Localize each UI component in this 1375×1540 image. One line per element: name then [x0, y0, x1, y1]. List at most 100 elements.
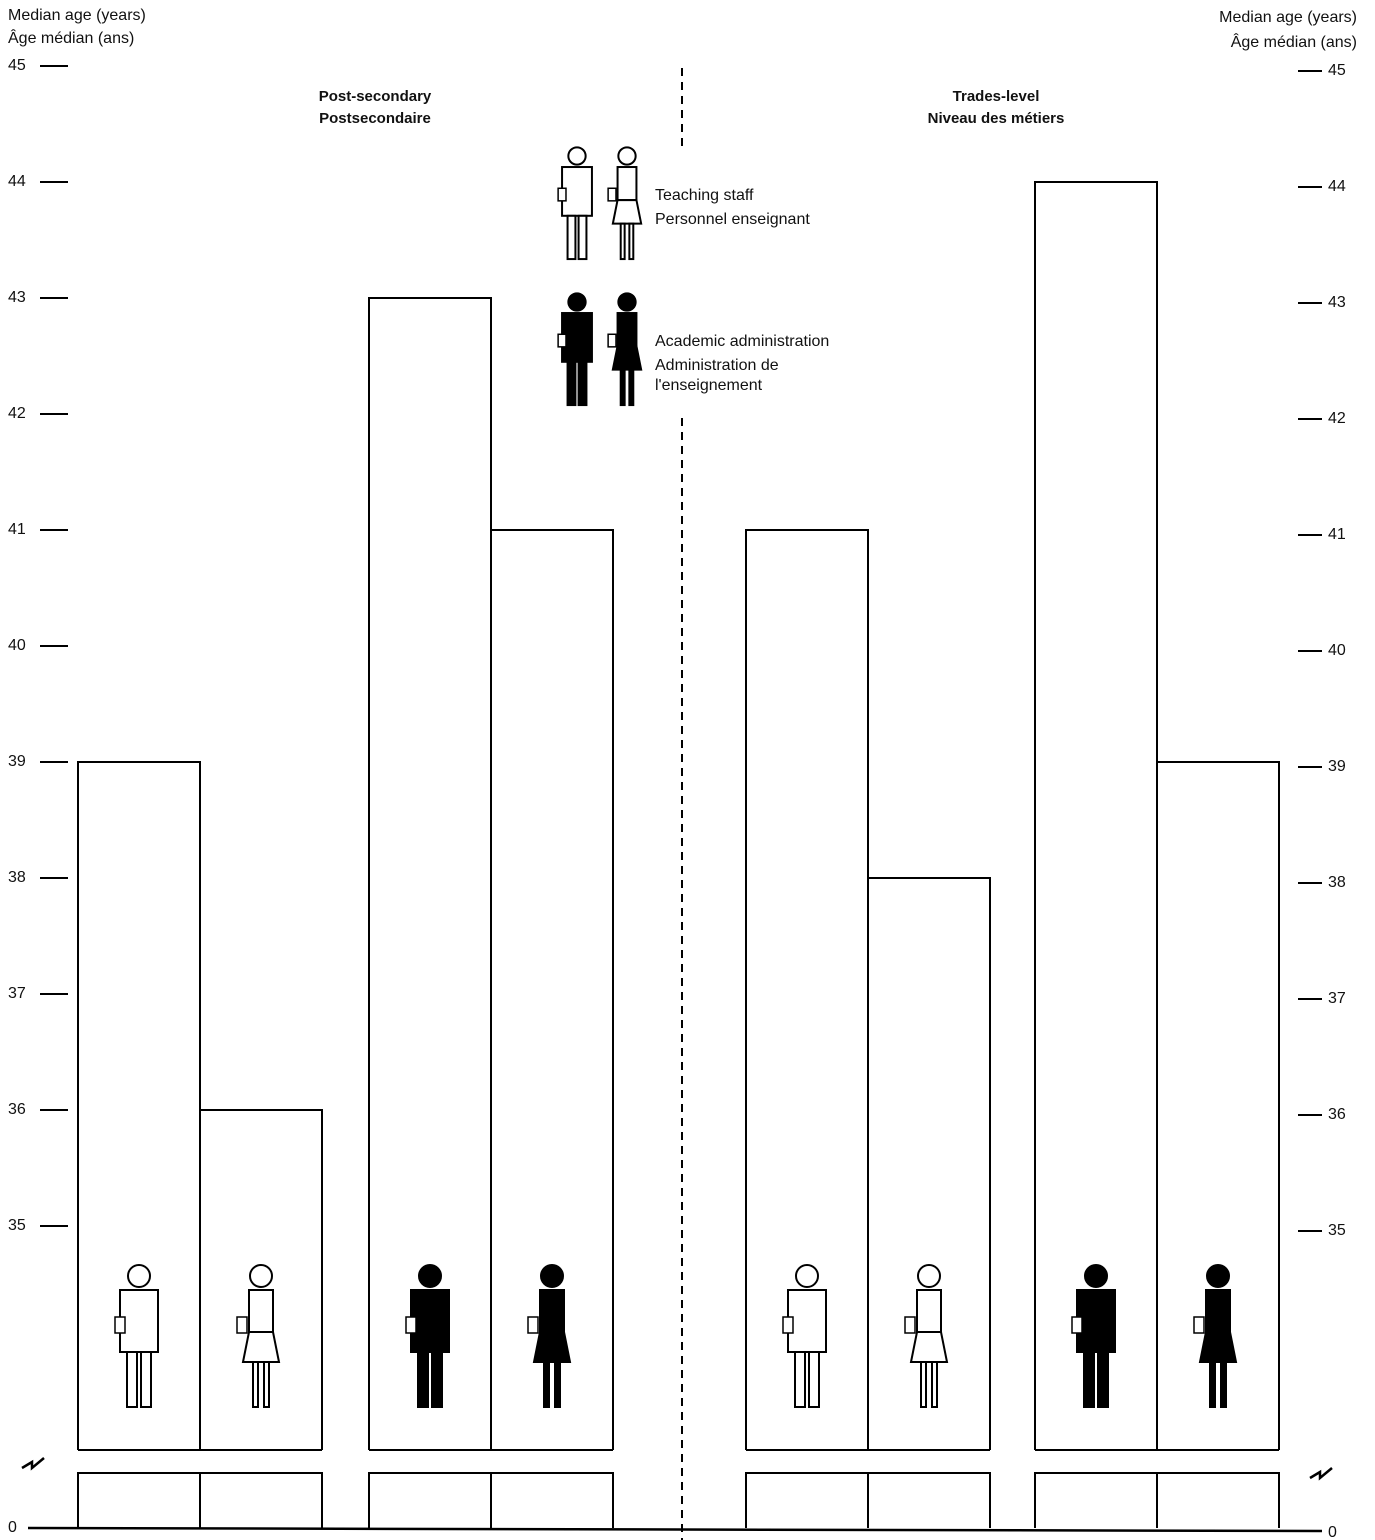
legend-label: Academic administration — [655, 333, 829, 350]
bar-stub — [745, 1472, 869, 1528]
pictogram — [417, 1351, 429, 1408]
pictogram — [127, 1264, 151, 1288]
pictogram — [543, 1361, 550, 1408]
y-tick-label: 41 — [1328, 526, 1346, 543]
group-title: Post-secondary — [319, 88, 432, 105]
y-label: Âge médian (ans) — [8, 28, 134, 47]
pictogram — [607, 187, 617, 202]
pictogram — [808, 1351, 820, 1408]
pictogram — [114, 1316, 126, 1334]
group-title: Niveau des métiers — [928, 110, 1065, 127]
pictogram — [249, 1264, 273, 1288]
y-tick-label: 39 — [1328, 758, 1346, 775]
bar — [1156, 761, 1280, 1450]
pictogram — [566, 214, 577, 261]
bar — [77, 761, 201, 1450]
pictogram — [628, 222, 635, 261]
zero-line — [27, 1526, 1323, 1533]
bar-stub — [1156, 1472, 1280, 1528]
pictogram — [1205, 1289, 1231, 1333]
pictogram — [532, 1331, 572, 1363]
bar-stub — [199, 1472, 323, 1528]
bar-stub — [368, 1472, 492, 1528]
bar-stub — [867, 1472, 991, 1528]
pictogram — [628, 368, 635, 407]
pictogram — [410, 1289, 450, 1353]
pictogram — [577, 360, 588, 407]
pictogram — [904, 1316, 916, 1334]
group-title: Trades-level — [953, 88, 1040, 105]
pictogram — [611, 345, 643, 371]
pictogram — [1084, 1264, 1108, 1288]
pictogram — [557, 333, 567, 348]
y-tick-label: 37 — [1328, 990, 1346, 1007]
pictogram — [567, 292, 587, 312]
pictogram — [241, 1331, 281, 1363]
pictogram — [617, 146, 637, 166]
pictogram — [119, 1289, 159, 1353]
y-tick-label: 44 — [8, 173, 26, 190]
pictogram — [140, 1351, 152, 1408]
pictogram — [1083, 1351, 1095, 1408]
y-tick-label: 45 — [1328, 62, 1346, 79]
y-tick-label: 43 — [8, 289, 26, 306]
y-tick-label: 44 — [1328, 178, 1346, 195]
pictogram — [561, 166, 593, 217]
pictogram — [1097, 1351, 1109, 1408]
pictogram — [539, 1289, 565, 1333]
pictogram — [1071, 1316, 1083, 1334]
pictogram — [782, 1316, 794, 1334]
y-tick-label: 0 — [8, 1519, 17, 1536]
pictogram — [917, 1264, 941, 1288]
pictogram — [540, 1264, 564, 1288]
pictogram — [619, 368, 626, 407]
pictogram — [607, 333, 617, 348]
bar — [490, 529, 614, 1450]
pictogram — [795, 1264, 819, 1288]
legend-label: Administration de — [655, 357, 779, 374]
y-tick-label: 42 — [8, 405, 26, 422]
y-label: Median age (years) — [8, 7, 146, 24]
pictogram — [1076, 1289, 1116, 1353]
y-tick-label: 35 — [1328, 1222, 1346, 1239]
y-tick-label: 40 — [8, 637, 26, 654]
bar — [867, 877, 991, 1450]
y-tick-label: 42 — [1328, 410, 1346, 427]
pictogram — [611, 199, 643, 225]
legend-label: l'enseignement — [655, 377, 763, 394]
pictogram — [1193, 1316, 1205, 1334]
pictogram — [1220, 1361, 1227, 1408]
bar — [199, 1109, 323, 1450]
pictogram — [616, 166, 638, 202]
pictogram — [916, 1289, 942, 1333]
y-tick-label: 40 — [1328, 642, 1346, 659]
pictogram — [616, 312, 638, 348]
y-tick-label: 36 — [1328, 1106, 1346, 1123]
y-tick-label: 36 — [8, 1101, 26, 1118]
pictogram — [577, 214, 588, 261]
legend-label: Personnel enseignant — [655, 211, 810, 228]
pictogram — [252, 1361, 259, 1408]
pictogram — [1198, 1331, 1238, 1363]
pictogram — [554, 1361, 561, 1408]
pictogram — [794, 1351, 806, 1408]
pictogram — [617, 292, 637, 312]
y-tick-label: 39 — [8, 753, 26, 770]
pictogram — [527, 1316, 539, 1334]
pictogram — [566, 360, 577, 407]
pictogram — [920, 1361, 927, 1408]
pictogram — [561, 312, 593, 363]
bar — [1034, 181, 1158, 1450]
pictogram — [619, 222, 626, 261]
pictogram — [263, 1361, 270, 1408]
pictogram — [557, 187, 567, 202]
axis-break — [21, 1457, 45, 1471]
pictogram — [931, 1361, 938, 1408]
pictogram — [126, 1351, 138, 1408]
y-tick-label: 45 — [8, 57, 26, 74]
y-label: Âge médian (ans) — [1231, 32, 1357, 51]
pictogram — [431, 1351, 443, 1408]
pictogram — [1209, 1361, 1216, 1408]
